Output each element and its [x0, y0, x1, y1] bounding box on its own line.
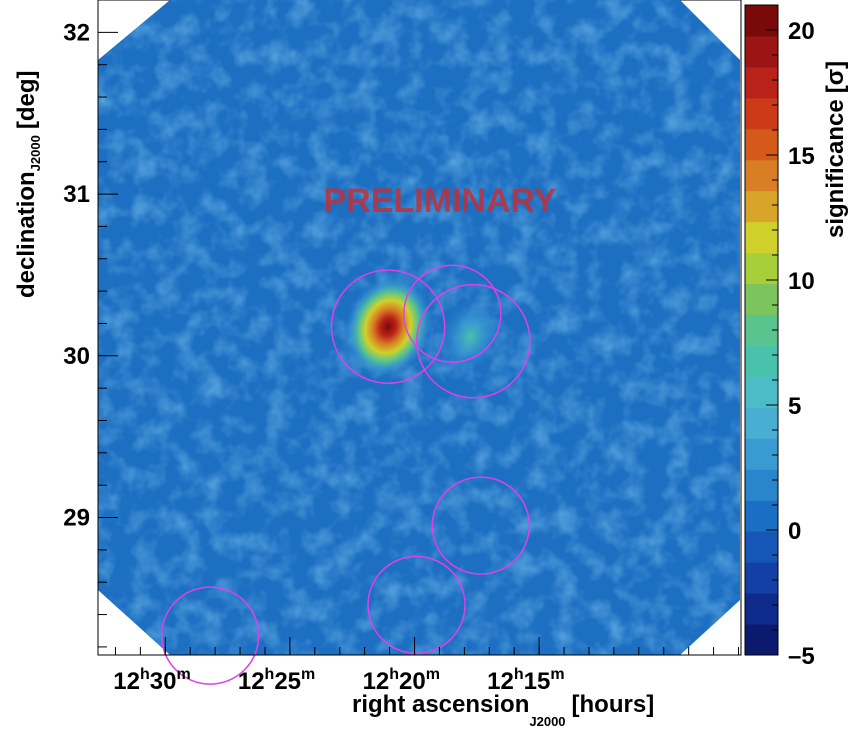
z-axis: –5 0 5 10 15 20 [766, 18, 815, 670]
source-circle-0 [330, 269, 446, 385]
x-tick-label-2: 12h20m [363, 666, 440, 695]
z-axis-title-main: significance [822, 99, 849, 238]
source-circle-3 [431, 476, 531, 575]
source-hotspot-1 [440, 301, 501, 372]
z-tick-label-0: –5 [788, 643, 815, 670]
color-bar [744, 4, 779, 656]
color-bar-segment-20 [745, 5, 778, 37]
z-tick-label-1: 0 [788, 518, 801, 545]
color-bar-segment-16 [745, 128, 778, 161]
y-tick-label-0: 29 [63, 505, 90, 532]
y-axis-title-unit: [deg] [13, 71, 40, 130]
color-bar-segment-1 [745, 593, 778, 625]
z-tick-label-2: 5 [788, 393, 801, 420]
x-axis-title-unit: [hours] [572, 691, 655, 718]
x-tick-label-1: 12h25m [238, 666, 315, 695]
color-bar-segment-9 [745, 345, 778, 377]
source-circle-2 [415, 283, 531, 399]
source-circle-1 [403, 264, 502, 364]
y-axis-title-main: declination [13, 171, 40, 298]
color-bar-segment-19 [745, 35, 778, 68]
y-axis-title: declinationJ2000 [deg] [13, 71, 43, 299]
color-bar-segment-12 [745, 252, 778, 285]
y-tick-label-1: 30 [63, 343, 90, 370]
color-bar-segment-8 [745, 376, 778, 408]
x-axis-title-main: right ascension [352, 691, 529, 718]
source-hotspot-0 [344, 275, 432, 378]
color-bar-segment-17 [745, 97, 778, 130]
preliminary-watermark: PRELIMINARY [324, 182, 557, 220]
z-axis-title-unit: [σ] [822, 61, 849, 93]
y-axis: 29 30 31 32 [63, 0, 118, 655]
x-axis-title: right ascensionJ2000 [hours] [352, 691, 654, 729]
z-tick-label-5: 20 [788, 18, 815, 45]
color-bar-segment-13 [745, 221, 778, 254]
y-tick-label-2: 31 [63, 181, 90, 208]
color-bar-segment-15 [745, 159, 778, 192]
sources-layer [344, 275, 501, 378]
y-tick-label-3: 32 [63, 19, 90, 46]
color-bar-segment-14 [745, 190, 778, 223]
color-bar-segment-7 [745, 407, 778, 439]
x-axis-title-subscript: J2000 [529, 714, 565, 729]
color-bar-segment-6 [745, 438, 778, 470]
x-axis: 12h30m 12h25m 12h20m 12h15m [98, 637, 741, 695]
z-tick-label-4: 15 [788, 143, 815, 170]
z-tick-label-3: 10 [788, 268, 815, 295]
color-bar-segment-11 [745, 283, 778, 316]
source-circle-4 [367, 555, 466, 655]
color-bar-segment-2 [745, 562, 778, 594]
x-tick-label-0: 12h30m [113, 666, 190, 695]
y-axis-title-subscript: J2000 [28, 135, 43, 171]
color-bar-segment-0 [745, 624, 778, 656]
source-circles [160, 264, 531, 685]
color-bar-segment-5 [745, 469, 778, 501]
x-tick-label-3: 12h15m [487, 666, 564, 695]
color-bar-segment-18 [745, 66, 778, 99]
z-axis-title: significance [σ] [822, 61, 849, 238]
source-circle-5 [160, 586, 260, 685]
color-bar-segment-3 [745, 531, 778, 563]
